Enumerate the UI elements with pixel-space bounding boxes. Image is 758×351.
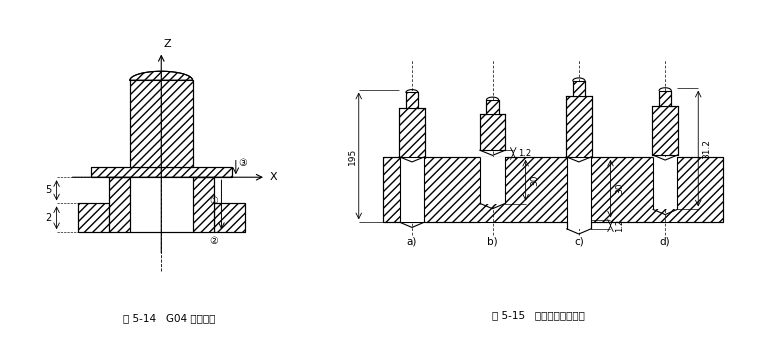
Bar	[91, 167, 232, 177]
Bar	[214, 203, 245, 232]
Text: ③: ③	[238, 158, 247, 168]
Text: 1.2: 1.2	[518, 149, 531, 158]
Bar	[406, 92, 418, 108]
Bar	[573, 81, 585, 96]
Bar	[384, 157, 722, 222]
Bar	[77, 203, 109, 232]
Bar	[487, 100, 499, 114]
Text: Z: Z	[164, 39, 171, 49]
Text: 30: 30	[615, 183, 624, 194]
Text: 31.2: 31.2	[703, 139, 712, 159]
Text: ①: ①	[210, 196, 218, 206]
Bar	[659, 91, 671, 106]
Text: 2: 2	[45, 213, 52, 223]
Bar	[653, 157, 677, 210]
Bar	[481, 157, 505, 204]
Polygon shape	[130, 71, 193, 80]
Bar	[567, 157, 591, 229]
Text: b): b)	[487, 237, 498, 247]
Text: 195: 195	[348, 147, 357, 165]
Text: 图 5-15   刀具长度补偿示例: 图 5-15 刀具长度补偿示例	[492, 310, 585, 320]
Bar	[193, 177, 214, 232]
Text: c): c)	[574, 237, 584, 247]
Bar	[130, 80, 193, 167]
Bar	[400, 157, 424, 222]
Text: 图 5-14   G04 编程举例: 图 5-14 G04 编程举例	[123, 313, 215, 323]
Bar	[109, 177, 130, 232]
Text: d): d)	[660, 237, 671, 247]
Bar	[566, 96, 591, 157]
Bar	[480, 114, 505, 150]
Bar	[399, 108, 424, 157]
Bar	[653, 106, 678, 155]
Text: 5: 5	[45, 185, 52, 195]
Text: 1.2: 1.2	[615, 219, 624, 232]
Text: X: X	[270, 172, 277, 182]
Text: ②: ②	[210, 236, 218, 246]
Text: a): a)	[407, 237, 417, 247]
Text: 30: 30	[530, 174, 539, 186]
